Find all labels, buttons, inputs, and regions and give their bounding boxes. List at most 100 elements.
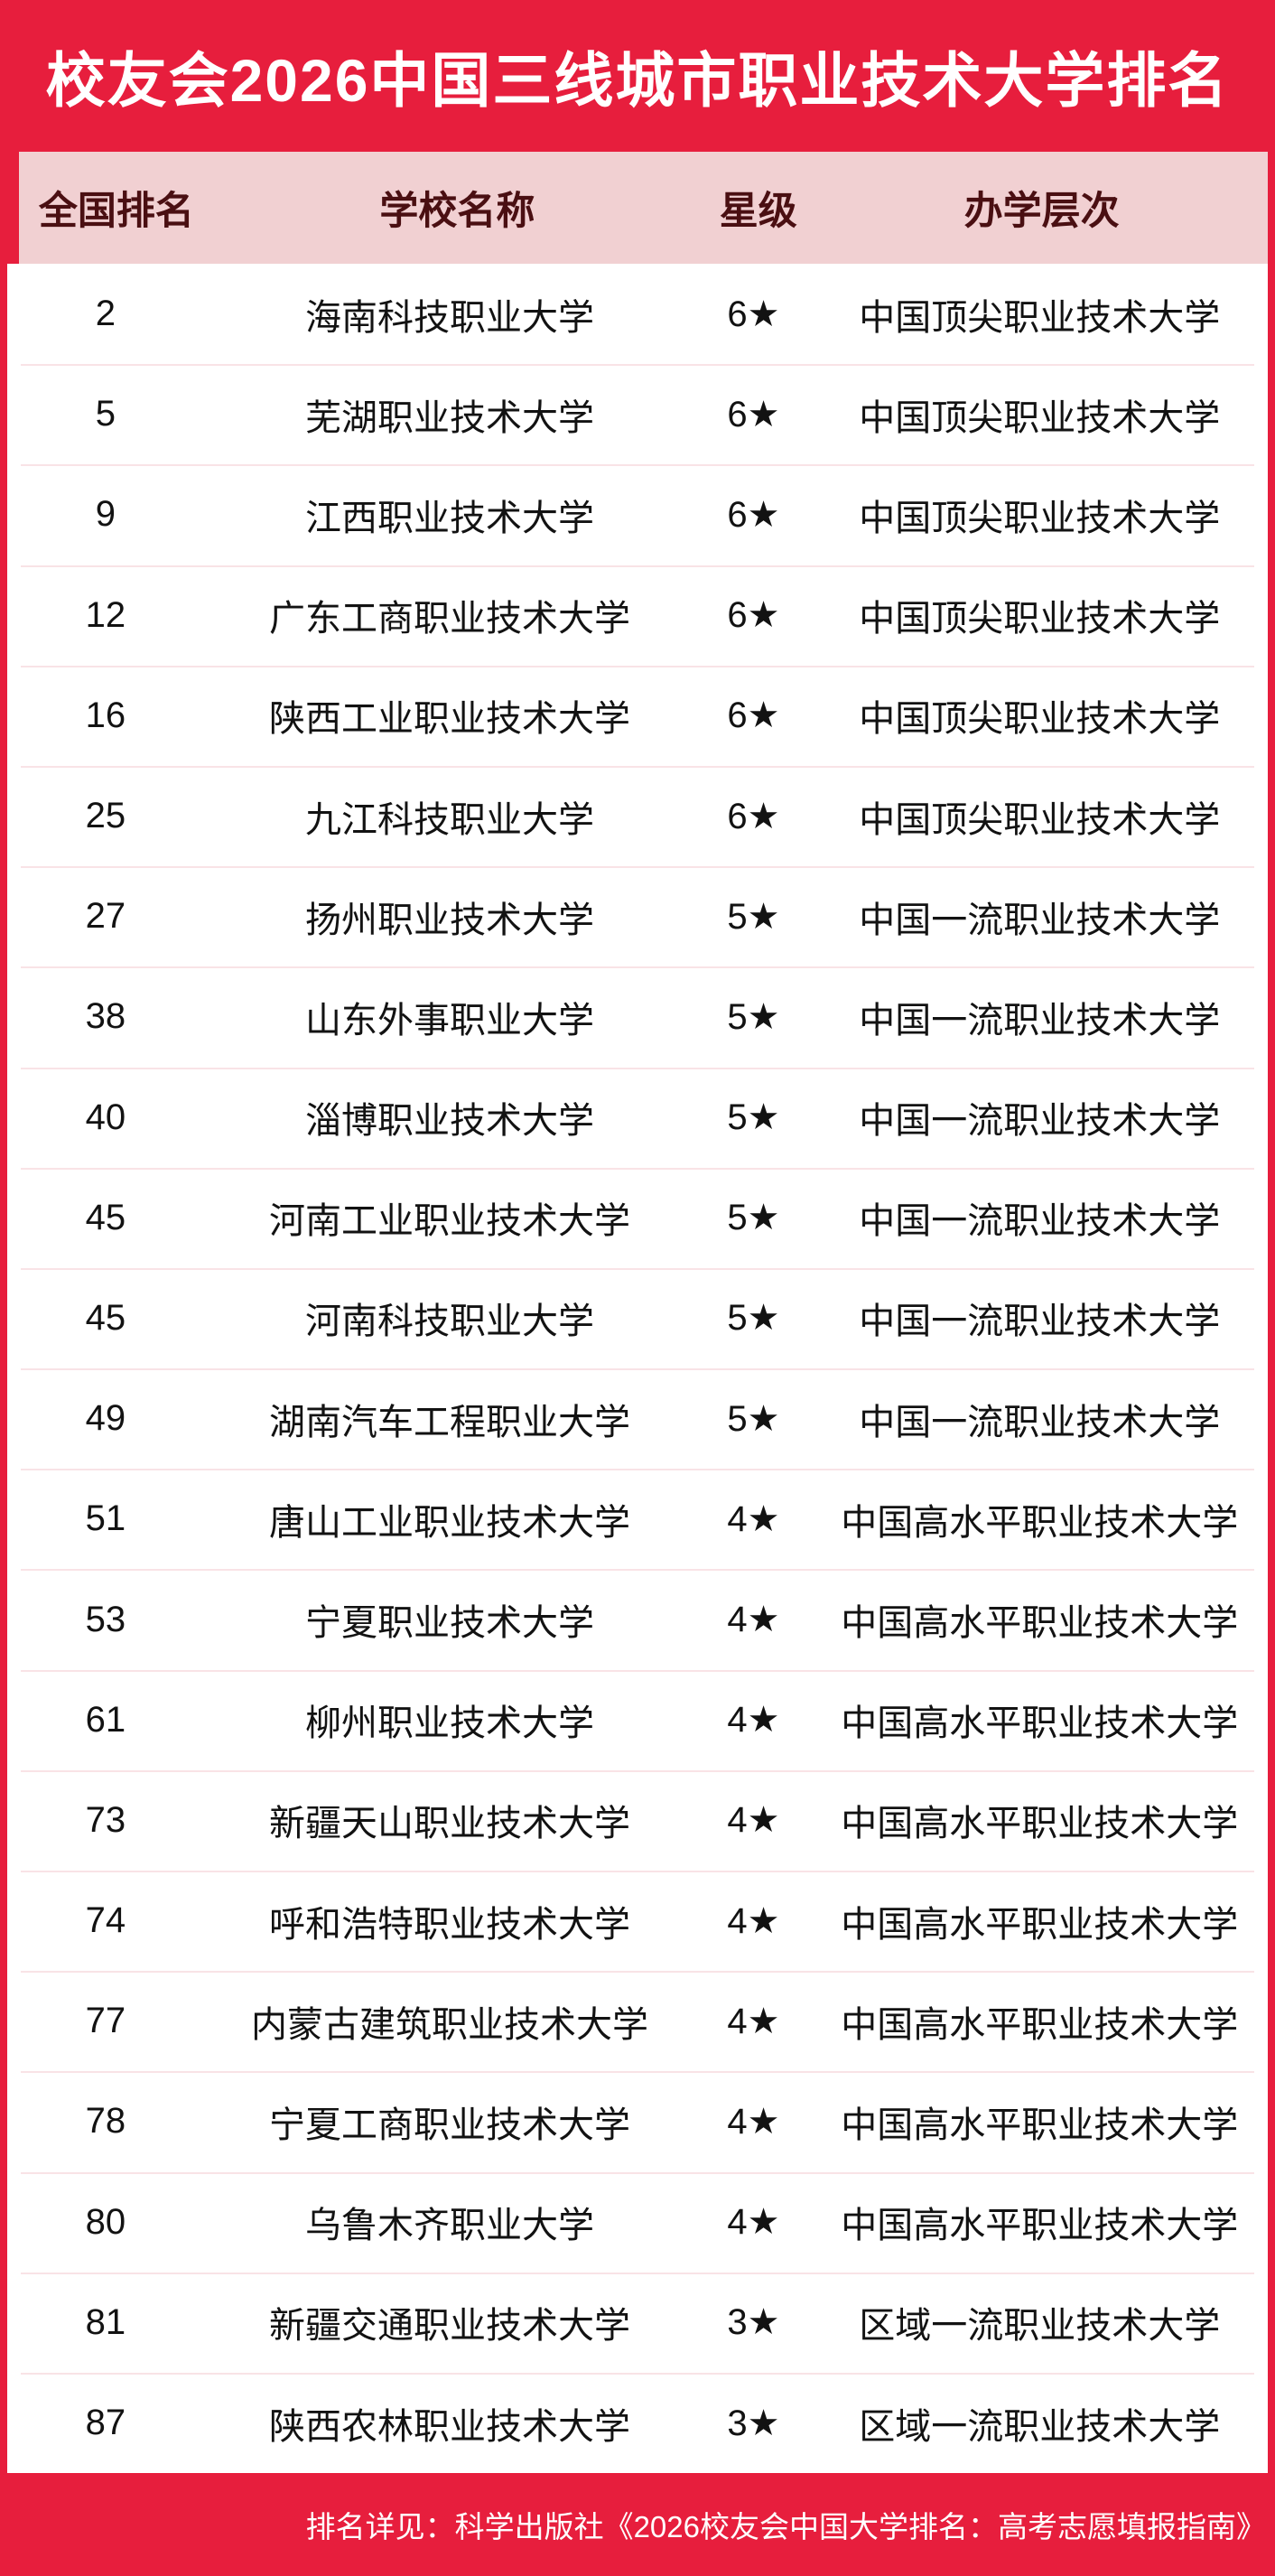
- star-cell: 3★: [727, 2302, 780, 2343]
- star-cell: 4★: [727, 1900, 780, 1941]
- star-cell: 6★: [727, 294, 780, 334]
- rank-cell: 45: [85, 1197, 126, 1237]
- rank-cell: 77: [85, 2001, 126, 2041]
- school-cell: 柳州职业技术大学: [304, 1703, 594, 1744]
- level-cell: 中国一流职业技术大学: [859, 1000, 1221, 1041]
- level-cell: 中国一流职业技术大学: [859, 1302, 1221, 1342]
- school-cell: 呼和浩特职业技术大学: [268, 1904, 630, 1945]
- rank-cell: 2: [95, 294, 116, 334]
- star-cell: 5★: [727, 1198, 780, 1238]
- table-row: 81 新疆交通职业技术大学 3★ 区域一流职业技术大学: [7, 2272, 1268, 2373]
- school-cell: 湖南汽车工程职业大学: [268, 1402, 630, 1442]
- rank-cell: 45: [85, 1297, 126, 1338]
- column-header-star: 星级: [719, 190, 797, 233]
- rank-cell: 74: [85, 1900, 126, 1941]
- star-cell: 6★: [727, 796, 780, 836]
- school-cell: 宁夏工商职业技术大学: [268, 2105, 630, 2145]
- school-cell: 内蒙古建筑职业技术大学: [250, 2004, 648, 2045]
- star-cell: 6★: [727, 695, 780, 736]
- school-cell: 河南工业职业技术大学: [268, 1201, 630, 1242]
- table-row: 45 河南工业职业技术大学 5★ 中国一流职业技术大学: [7, 1167, 1268, 1268]
- star-cell: 5★: [727, 1398, 780, 1439]
- school-cell: 陕西农林职业技术大学: [268, 2406, 630, 2447]
- page-title: 校友会2026中国三线城市职业技术大学排名: [45, 47, 1230, 114]
- school-cell: 九江科技职业大学: [304, 799, 594, 840]
- rank-cell: 73: [85, 1799, 126, 1840]
- rank-cell: 25: [85, 796, 126, 836]
- table-row: 16 陕西工业职业技术大学 6★ 中国顶尖职业技术大学: [7, 665, 1268, 766]
- table-row: 5 芜湖职业技术大学 6★ 中国顶尖职业技术大学: [7, 364, 1268, 464]
- level-cell: 中国高水平职业技术大学: [841, 2004, 1239, 2045]
- level-cell: 中国顶尖职业技术大学: [859, 397, 1221, 438]
- level-cell: 区域一流职业技术大学: [859, 2306, 1221, 2347]
- school-cell: 宁夏职业技术大学: [304, 1603, 594, 1644]
- table-row: 40 淄博职业技术大学 5★ 中国一流职业技术大学: [7, 1067, 1268, 1168]
- table-row: 77 内蒙古建筑职业技术大学 4★ 中国高水平职业技术大学: [7, 1971, 1268, 2071]
- level-cell: 中国高水平职业技术大学: [841, 1804, 1239, 1844]
- level-cell: 中国高水平职业技术大学: [841, 1703, 1239, 1744]
- star-cell: 6★: [727, 394, 780, 434]
- footer-note: 排名详见：科学出版社《2026校友会中国大学排名：高考志愿填报指南》: [305, 2509, 1266, 2543]
- star-cell: 5★: [727, 996, 780, 1037]
- level-cell: 中国一流职业技术大学: [859, 1201, 1221, 1242]
- star-cell: 6★: [727, 494, 780, 535]
- table-row: 9 江西职业技术大学 6★ 中国顶尖职业技术大学: [7, 464, 1268, 565]
- footer-banner: 排名详见：科学出版社《2026校友会中国大学排名：高考志愿填报指南》: [0, 2473, 1275, 2575]
- table-row: 45 河南科技职业大学 5★ 中国一流职业技术大学: [7, 1267, 1268, 1368]
- table-row: 87 陕西农林职业技术大学 3★ 区域一流职业技术大学: [7, 2372, 1268, 2473]
- school-cell: 山东外事职业大学: [304, 1000, 594, 1041]
- star-cell: 6★: [727, 595, 780, 636]
- school-cell: 陕西工业职业技术大学: [268, 699, 630, 740]
- school-cell: 河南科技职业大学: [304, 1302, 594, 1342]
- star-cell: 3★: [727, 2403, 780, 2443]
- star-cell: 5★: [727, 896, 780, 937]
- rank-cell: 5: [95, 394, 116, 434]
- rank-cell: 61: [85, 1699, 126, 1740]
- school-cell: 新疆交通职业技术大学: [268, 2306, 630, 2347]
- rank-cell: 53: [85, 1599, 126, 1639]
- star-cell: 4★: [727, 1800, 780, 1841]
- rank-cell: 78: [85, 2101, 126, 2142]
- star-cell: 4★: [727, 2001, 780, 2041]
- level-cell: 中国高水平职业技术大学: [841, 2206, 1239, 2246]
- table-row: 38 山东外事职业大学 5★ 中国一流职业技术大学: [7, 966, 1268, 1067]
- level-cell: 中国顶尖职业技术大学: [859, 699, 1221, 740]
- table-header: 全国排名 学校名称 星级 办学层次: [19, 152, 1268, 264]
- rank-cell: 27: [85, 896, 126, 937]
- column-header-rank: 全国排名: [38, 190, 194, 233]
- rank-cell: 38: [85, 996, 126, 1037]
- school-cell: 广东工商职业技术大学: [268, 599, 630, 639]
- table-row: 78 宁夏工商职业技术大学 4★ 中国高水平职业技术大学: [7, 2071, 1268, 2171]
- rank-cell: 80: [85, 2201, 126, 2242]
- table-row: 80 乌鲁木齐职业大学 4★ 中国高水平职业技术大学: [7, 2171, 1268, 2273]
- table-body: 2 海南科技职业大学 6★ 中国顶尖职业技术大学 5 芜湖职业技术大学 6★ 中…: [7, 264, 1268, 2474]
- table-row: 74 呼和浩特职业技术大学 4★ 中国高水平职业技术大学: [7, 1871, 1268, 1971]
- school-cell: 新疆天山职业技术大学: [268, 1804, 630, 1844]
- table-row: 51 唐山工业职业技术大学 4★ 中国高水平职业技术大学: [7, 1469, 1268, 1569]
- level-cell: 中国顶尖职业技术大学: [859, 297, 1221, 338]
- star-cell: 4★: [727, 1700, 780, 1741]
- rank-cell: 9: [95, 494, 116, 535]
- level-cell: 中国顶尖职业技术大学: [859, 498, 1221, 538]
- star-cell: 4★: [727, 2101, 780, 2142]
- table-row: 73 新疆天山职业技术大学 4★ 中国高水平职业技术大学: [7, 1769, 1268, 1871]
- rank-cell: 87: [85, 2403, 126, 2443]
- level-cell: 中国高水平职业技术大学: [841, 2105, 1239, 2145]
- title-banner: 校友会2026中国三线城市职业技术大学排名: [0, 0, 1275, 152]
- school-cell: 江西职业技术大学: [304, 498, 594, 538]
- school-cell: 淄博职业技术大学: [304, 1101, 594, 1142]
- table-row: 25 九江科技职业大学 6★ 中国顶尖职业技术大学: [7, 765, 1268, 866]
- star-cell: 4★: [727, 1600, 780, 1640]
- level-cell: 中国顶尖职业技术大学: [859, 799, 1221, 840]
- rank-cell: 16: [85, 695, 126, 735]
- level-cell: 中国一流职业技术大学: [859, 1402, 1221, 1442]
- table-row: 53 宁夏职业技术大学 4★ 中国高水平职业技术大学: [7, 1569, 1268, 1669]
- rank-cell: 12: [85, 594, 126, 635]
- table-row: 27 扬州职业技术大学 5★ 中国一流职业技术大学: [7, 866, 1268, 966]
- school-cell: 扬州职业技术大学: [304, 900, 594, 940]
- table-row: 61 柳州职业技术大学 4★ 中国高水平职业技术大学: [7, 1669, 1268, 1770]
- school-cell: 芜湖职业技术大学: [304, 397, 594, 438]
- school-cell: 乌鲁木齐职业大学: [304, 2206, 594, 2246]
- ranking-table: 全国排名 学校名称 星级 办学层次 2 海南科技职业大学 6★ 中国顶尖职业技术…: [7, 152, 1268, 2474]
- school-cell: 唐山工业职业技术大学: [268, 1502, 630, 1543]
